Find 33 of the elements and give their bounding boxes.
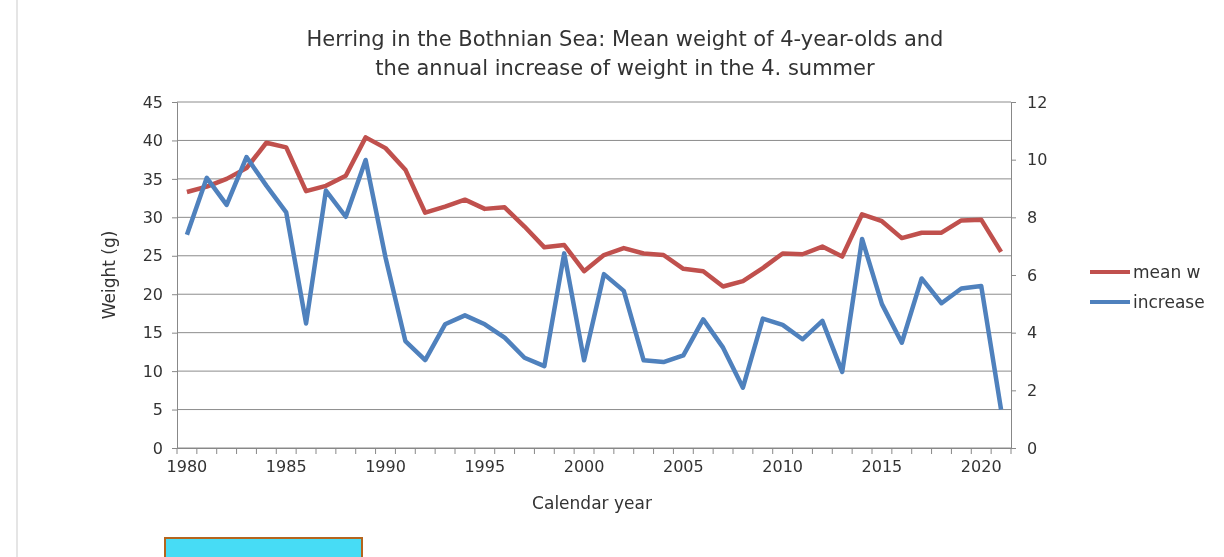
y-axis-title: Weight (g) — [99, 230, 119, 320]
x-tick-label: 1985 — [265, 456, 307, 476]
x-tick-label: 1990 — [365, 456, 406, 476]
y2-tick-label: 4 — [1027, 323, 1038, 343]
y-tick-label: 30 — [142, 207, 163, 227]
x-tick-label: 2005 — [663, 456, 704, 476]
y-tick-label: 20 — [142, 284, 163, 304]
y-tick-label: 15 — [142, 323, 163, 343]
x-tick-label: 2000 — [563, 456, 605, 476]
x-tick-label: 1980 — [166, 456, 208, 476]
y2-tick-label: 12 — [1027, 92, 1048, 112]
y-tick-label: 5 — [152, 400, 163, 420]
y-tick-label: 25 — [142, 246, 163, 266]
y-tick-label: 10 — [142, 361, 163, 381]
y-tick-label: 0 — [152, 438, 163, 458]
x-tick-label: 2020 — [960, 456, 1002, 476]
legend-label: mean w — [1133, 262, 1201, 282]
x-tick-label: 1995 — [464, 456, 506, 476]
y-tick-label: 40 — [142, 131, 163, 151]
line-series — [184, 154, 1004, 412]
y2-tick-label: 8 — [1027, 207, 1038, 227]
x-tick-label: 2015 — [861, 456, 903, 476]
line-series — [184, 135, 1004, 289]
x-axis-title: Calendar year — [532, 493, 652, 513]
y2-tick-label: 10 — [1027, 150, 1048, 170]
y2-tick-label: 6 — [1027, 265, 1038, 285]
x-tick-label: 2010 — [762, 456, 803, 476]
y2-tick-label: 2 — [1027, 380, 1038, 400]
y-tick-label: 45 — [142, 92, 163, 112]
chart-title: Herring in the Bothnian Sea: Mean weight of 4-year-olds and the annual increase of weight in the 4. summer — [306, 27, 944, 80]
y-tick-label: 35 — [142, 169, 163, 189]
legend-label: increase — [1133, 292, 1205, 312]
y2-tick-label: 0 — [1027, 438, 1038, 458]
